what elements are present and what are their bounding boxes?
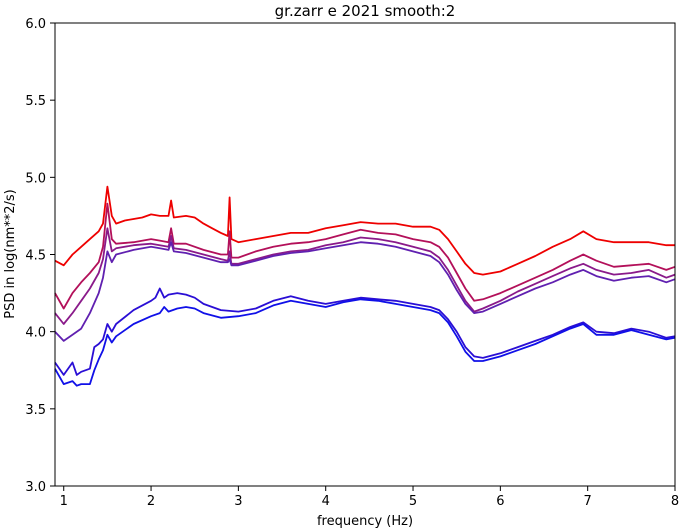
y-tick-label: 5.0	[25, 171, 46, 186]
series-line-6	[54, 298, 676, 387]
series-line-4	[54, 241, 676, 342]
chart-title: gr.zarr e 2021 smooth:2	[275, 2, 456, 20]
x-tick-label: 7	[584, 494, 592, 509]
x-tick-label: 3	[234, 494, 242, 509]
series-line-1	[54, 185, 675, 276]
y-tick-label: 3.0	[25, 480, 46, 495]
y-axis-label: PSD in log(nm**2/s)	[3, 189, 18, 319]
y-tick-label: 4.0	[25, 326, 46, 341]
x-tick-label: 1	[60, 494, 68, 509]
x-axis-label: frequency (Hz)	[317, 514, 413, 529]
plot-area	[54, 22, 676, 487]
y-tick-label: 6.0	[25, 17, 46, 32]
x-axis: 1 2 3 4 5 6 7 8	[60, 486, 679, 509]
y-axis: 3.0 3.5 4.0 4.5 5.0 5.5 6.0	[25, 17, 55, 495]
x-tick-label: 8	[671, 494, 679, 509]
series-layer	[54, 185, 676, 387]
series-line-5	[54, 287, 676, 376]
x-tick-label: 2	[147, 494, 155, 509]
x-tick-label: 4	[322, 494, 330, 509]
x-tick-label: 6	[496, 494, 504, 509]
y-tick-label: 3.5	[25, 403, 46, 418]
x-tick-label: 5	[409, 494, 417, 509]
y-tick-label: 5.5	[25, 94, 46, 109]
y-tick-label: 4.5	[25, 249, 46, 264]
series-line-2	[54, 202, 676, 310]
series-line-3	[54, 227, 676, 325]
